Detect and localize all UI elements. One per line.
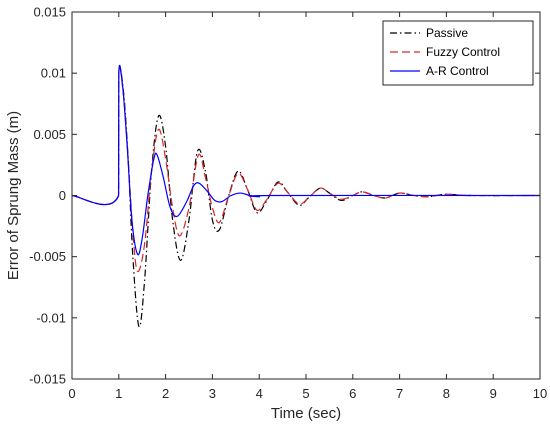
y-tick-label: 0.015 [33,5,66,20]
y-tick-label: -0.01 [36,310,66,325]
y-tick-label: 0 [59,188,66,203]
x-tick-label: 5 [302,386,309,401]
tick-layer: 0 1 2 3 4 5 6 7 8 9 10 -0.015 -0.01 -0.005 0 0.005 0.01 0… [29,5,547,402]
x-tick-label: 10 [533,386,547,401]
x-tick-label: 9 [490,386,497,401]
series-line-3 [71,65,541,256]
y-tick-label: 0.01 [41,66,66,81]
x-tick-label: 8 [443,386,450,401]
legend-box [382,20,534,86]
legend-label-3: A-R Control [426,64,489,78]
series-line-2 [71,66,541,273]
x-axis-title: Time (sec) [271,405,341,422]
legend: Passive Fuzzy Control A-R Control [382,20,534,86]
x-tick-label: 0 [68,386,75,401]
y-tick-label: 0.005 [33,127,66,142]
x-tick-label: 7 [396,386,403,401]
y-tick-label: -0.015 [29,372,66,387]
legend-label-1: Passive [426,26,468,40]
series-layer [71,65,541,328]
x-tick-label: 6 [349,386,356,401]
legend-label-2: Fuzzy Control [426,45,500,59]
x-tick-label: 2 [162,386,169,401]
x-tick-label: 1 [115,386,122,401]
x-tick-label: 3 [209,386,216,401]
y-axis-title: Error of Sprung Mass (m) [5,111,22,280]
y-tick-label: -0.005 [29,249,66,264]
x-tick-label: 4 [256,386,263,401]
